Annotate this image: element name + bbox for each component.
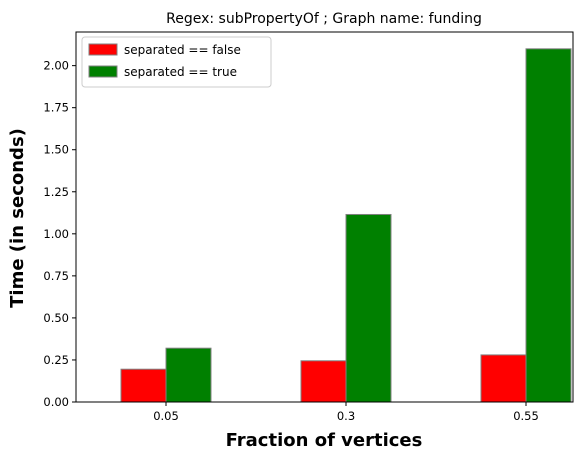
bar-false-0.3 — [300, 360, 347, 403]
axes-frame — [75, 31, 574, 403]
x-axis-label: Fraction of vertices — [226, 430, 423, 451]
legend-box — [81, 36, 272, 88]
y-tick-label: 1.00 — [43, 227, 69, 241]
legend: separated == false separated == true — [81, 36, 272, 88]
legend-swatch — [88, 65, 118, 78]
legend-label: separated == true — [124, 65, 237, 79]
x-tick-label: 0.05 — [153, 409, 179, 423]
legend-swatch — [88, 43, 118, 56]
bar-true-0.05 — [165, 347, 212, 403]
bar-false-0.55 — [480, 354, 527, 403]
legend-label: separated == false — [124, 43, 241, 57]
bar-true-0.3 — [345, 213, 392, 403]
bar-false-0.05 — [120, 368, 167, 403]
bar-true-0.55 — [525, 48, 572, 403]
y-axis-label: Time (in seconds) — [7, 128, 28, 308]
y-tick-label: 0.75 — [43, 269, 69, 283]
plot-area: 0.05 0.3 0.55 0.00 0.25 0.50 0.75 1.00 1.25 1.50 1… — [43, 31, 574, 423]
y-tick-label: 0.00 — [43, 395, 69, 409]
x-tick-label: 0.55 — [513, 409, 539, 423]
y-tick-label: 1.50 — [43, 143, 69, 157]
y-tick-label: 0.25 — [43, 353, 69, 367]
x-tick-label: 0.3 — [337, 409, 355, 423]
y-tick-label: 0.50 — [43, 311, 69, 325]
y-tick-label: 2.00 — [43, 59, 69, 73]
y-tick-label: 1.75 — [43, 101, 69, 115]
y-tick-label: 1.25 — [43, 185, 69, 199]
chart-title: Regex: subPropertyOf ; Graph name: fundi… — [166, 11, 482, 27]
